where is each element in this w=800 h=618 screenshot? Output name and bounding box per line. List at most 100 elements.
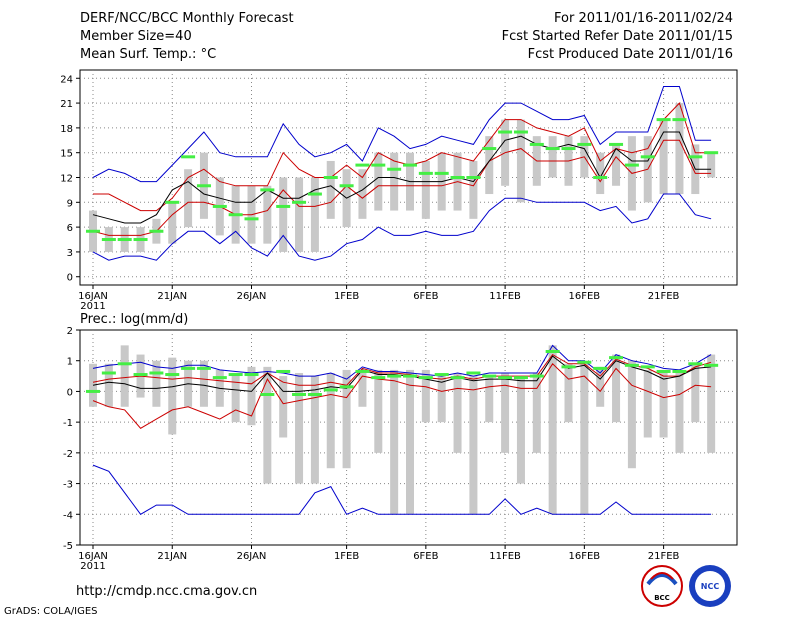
median-marker (403, 163, 417, 167)
ensemble-box (437, 376, 446, 423)
median-marker (101, 238, 116, 242)
median-marker (307, 192, 322, 196)
ensemble-box (659, 369, 668, 438)
footer-url[interactable]: http://cmdp.ncc.cma.gov.cn (76, 584, 257, 599)
y-tick-label: 9 (67, 198, 73, 209)
median-marker (117, 238, 132, 242)
median-marker (323, 388, 338, 392)
median-marker (545, 147, 560, 151)
median-marker (624, 163, 639, 167)
y-tick-label: -1 (63, 418, 73, 429)
ensemble-box (295, 177, 304, 252)
forecast-period: For 2011/01/16-2011/02/24 (554, 11, 733, 26)
series-line-mean (92, 131, 712, 224)
ensemble-box (675, 369, 684, 453)
median-marker (196, 184, 211, 188)
median-marker (165, 373, 180, 377)
ensemble-box (659, 119, 668, 195)
ensemble-box (501, 373, 510, 453)
median-marker (640, 155, 655, 159)
median-marker (212, 204, 227, 208)
x-tick-label: 1FEB (334, 291, 359, 302)
ensemble-box (516, 119, 525, 203)
ensemble-box (374, 152, 383, 211)
median-marker (276, 204, 291, 208)
median-marker (529, 142, 544, 146)
ensemble-box (596, 152, 605, 195)
y-tick-label: 0 (67, 387, 73, 398)
ensemble-box (485, 136, 494, 195)
median-marker (244, 373, 259, 377)
y-tick-label: -3 (63, 480, 73, 491)
series-line-lower-quartile (92, 139, 712, 236)
ensemble-box (421, 160, 430, 219)
y-tick-label: 12 (60, 174, 73, 185)
ensemble-box (469, 376, 478, 515)
ensemble-box (675, 103, 684, 195)
median-marker (133, 238, 148, 242)
series-line-min (92, 193, 712, 261)
forecast-produced-date: Fcst Produced Date 2011/01/16 (528, 47, 733, 62)
ensemble-box (358, 373, 367, 407)
x-tick-label: 16FEB (569, 551, 601, 562)
x-tick-label: 21FEB (648, 551, 680, 562)
median-marker (260, 188, 275, 192)
median-marker (561, 147, 576, 151)
y-tick-label: 24 (60, 74, 73, 85)
variable-label: Mean Surf. Temp.: °C (80, 47, 216, 62)
member-size-label: Member Size=40 (80, 29, 192, 44)
median-marker (672, 118, 687, 122)
x-tick-label: 6FEB (413, 551, 438, 562)
median-marker (513, 130, 528, 134)
median-marker (466, 371, 481, 375)
median-marker (149, 229, 164, 233)
median-marker (640, 365, 655, 369)
median-marker (181, 155, 196, 159)
median-marker (181, 366, 196, 370)
x-year-label: 2011 (80, 301, 105, 312)
ensemble-box (310, 376, 319, 484)
median-marker (355, 369, 370, 373)
median-marker (307, 393, 322, 396)
ensemble-box (390, 152, 399, 211)
median-marker (561, 365, 576, 369)
median-marker (323, 176, 338, 179)
x-tick-label: 21FEB (648, 291, 680, 302)
median-marker (577, 360, 592, 364)
grads-credit: GrADS: COLA/IGES (4, 606, 98, 617)
median-marker (593, 176, 608, 179)
ensemble-box (342, 369, 351, 469)
median-marker (387, 374, 402, 378)
ensemble-box (247, 366, 256, 426)
ensemble-box (421, 369, 430, 423)
x-tick-label: 16JAN (78, 291, 108, 302)
median-marker (450, 176, 465, 179)
median-marker (434, 171, 449, 175)
median-marker (656, 118, 671, 122)
y-tick-label: -5 (63, 541, 73, 552)
median-marker (149, 371, 164, 375)
median-marker (434, 373, 449, 377)
ensemble-box (596, 366, 605, 407)
ncc-logo-text: NCC (701, 582, 720, 591)
precip-panel-title: Prec.: log(mm/d) (80, 312, 188, 327)
median-marker (704, 363, 719, 367)
ensemble-box (516, 376, 525, 484)
median-marker (418, 376, 433, 380)
median-marker (260, 393, 275, 396)
ensemble-box (295, 373, 304, 484)
ensemble-box (104, 363, 113, 407)
ensemble-box (453, 373, 462, 453)
ensemble-box (168, 202, 177, 244)
x-tick-label: 21JAN (157, 551, 187, 562)
median-marker (609, 142, 624, 146)
median-marker (228, 373, 243, 377)
median-marker (418, 171, 433, 175)
median-marker (212, 376, 227, 380)
median-marker (609, 356, 624, 360)
median-marker (450, 376, 465, 380)
ensemble-box (358, 169, 367, 219)
median-marker (656, 369, 671, 373)
ensemble-box (612, 144, 621, 186)
